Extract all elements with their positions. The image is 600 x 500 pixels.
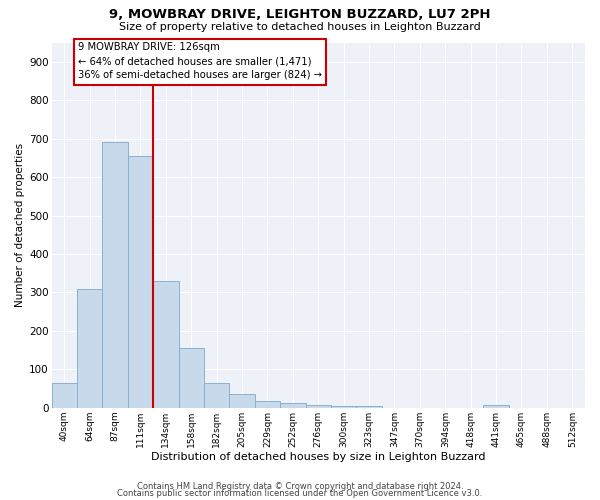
Bar xyxy=(128,156,153,408)
Bar xyxy=(255,401,280,408)
Bar xyxy=(103,142,128,408)
Text: 9, MOWBRAY DRIVE, LEIGHTON BUZZARD, LU7 2PH: 9, MOWBRAY DRIVE, LEIGHTON BUZZARD, LU7 … xyxy=(109,8,491,20)
Bar xyxy=(179,348,204,408)
Text: Contains public sector information licensed under the Open Government Licence v3: Contains public sector information licen… xyxy=(118,489,482,498)
Bar xyxy=(331,406,356,408)
Bar xyxy=(77,288,103,408)
Bar xyxy=(356,406,382,408)
Bar xyxy=(52,383,77,408)
Bar xyxy=(229,394,255,408)
Text: Contains HM Land Registry data © Crown copyright and database right 2024.: Contains HM Land Registry data © Crown c… xyxy=(137,482,463,491)
Bar xyxy=(153,281,179,408)
Bar xyxy=(204,383,229,408)
Bar xyxy=(484,404,509,408)
Text: 9 MOWBRAY DRIVE: 126sqm
← 64% of detached houses are smaller (1,471)
36% of semi: 9 MOWBRAY DRIVE: 126sqm ← 64% of detache… xyxy=(78,42,322,80)
X-axis label: Distribution of detached houses by size in Leighton Buzzard: Distribution of detached houses by size … xyxy=(151,452,485,462)
Bar xyxy=(305,404,331,408)
Bar xyxy=(280,403,305,408)
Text: Size of property relative to detached houses in Leighton Buzzard: Size of property relative to detached ho… xyxy=(119,22,481,32)
Y-axis label: Number of detached properties: Number of detached properties xyxy=(15,143,25,307)
